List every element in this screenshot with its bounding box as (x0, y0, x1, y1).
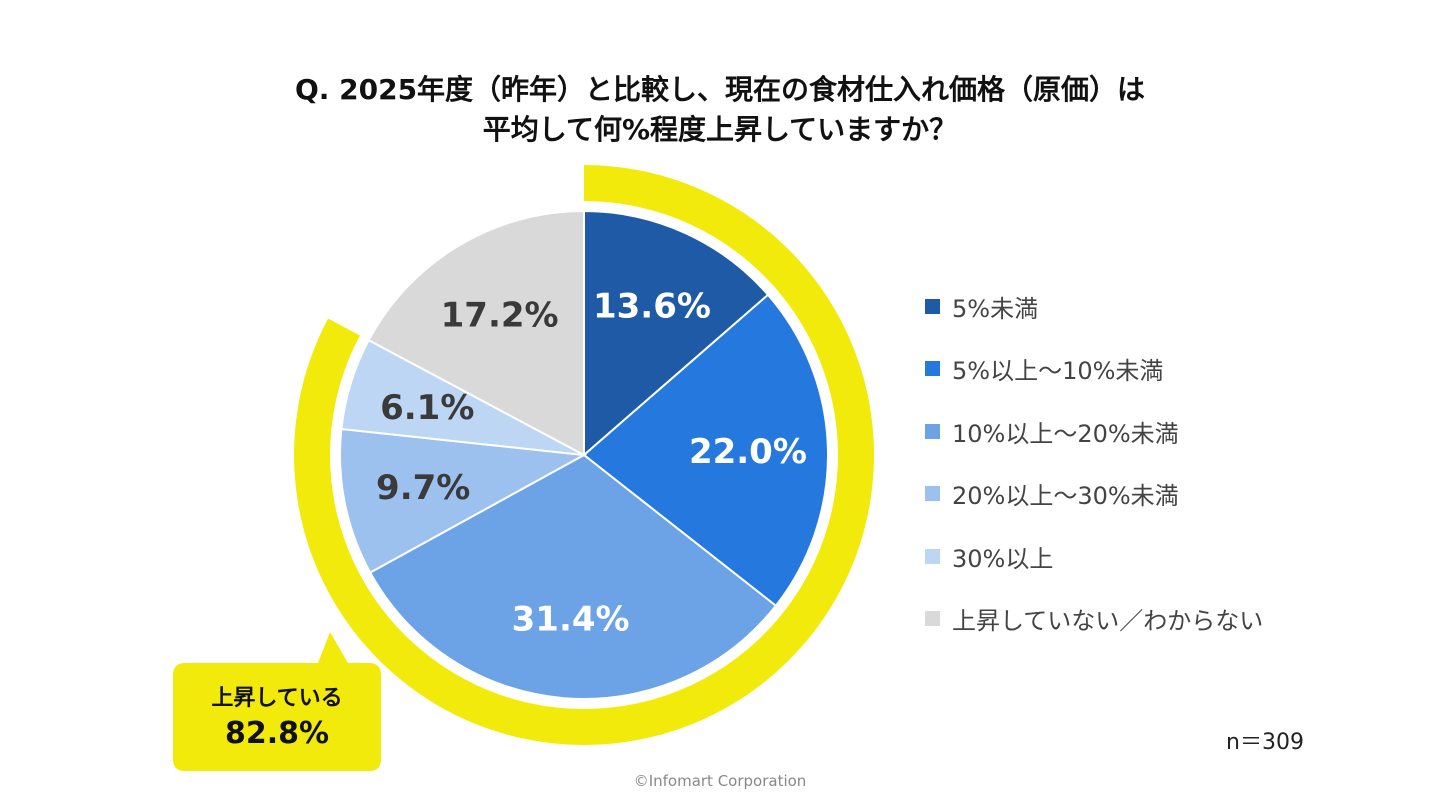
callout-value: 82.8% (225, 716, 329, 751)
legend: 5%未満 5%以上～10%未満 10%以上～20%未満 20%以上～30%未満 … (925, 275, 1263, 650)
legend-swatch (925, 548, 940, 564)
slice-value-label: 17.2% (441, 295, 559, 335)
legend-item: 30%以上 (925, 525, 1263, 588)
copyright-text: ©Infomart Corporation (633, 772, 807, 790)
legend-label: 上昇していない／わからない (952, 607, 1264, 636)
slice-value-label: 6.1% (380, 388, 474, 428)
legend-swatch (925, 298, 940, 314)
legend-swatch (925, 423, 940, 439)
pie-slice (582, 293, 829, 608)
legend-swatch (925, 611, 940, 627)
legend-swatch (925, 361, 940, 377)
legend-label: 10%以上～20%未満 (952, 419, 1179, 448)
legend-label: 20%以上～30%未満 (952, 482, 1179, 511)
slice-value-label: 22.0% (689, 432, 807, 472)
legend-label: 5%未満 (952, 294, 1039, 323)
legend-swatch (925, 486, 940, 502)
legend-item: 5%以上～10%未満 (925, 338, 1263, 401)
pie-slice (368, 453, 778, 700)
slice-value-label: 9.7% (376, 468, 470, 508)
chart-title-line2: 平均して何%程度上昇していますか？ (482, 113, 958, 146)
legend-item: 上昇していない／わからない (925, 588, 1263, 651)
pie-slice (583, 209, 770, 458)
callout-bubble (173, 632, 381, 771)
pie-slice (367, 209, 585, 457)
legend-item: 20%以上～30%未満 (925, 463, 1263, 526)
slice-value-label: 31.4% (512, 599, 630, 639)
legend-label: 5%以上～10%未満 (952, 357, 1164, 386)
legend-label: 30%以上 (952, 544, 1054, 573)
callout-label: 上昇している (211, 686, 342, 711)
legend-item: 10%以上～20%未満 (925, 400, 1263, 463)
slice-value-label: 13.6% (593, 287, 711, 327)
pie-slice (339, 427, 588, 574)
chart-title: Q. 2025年度（昨年）と比較し、現在の食材仕入れ価格（原価）は 平均して何%… (0, 70, 1440, 150)
legend-item: 5%未満 (925, 275, 1263, 338)
sample-size-label: n＝309 (1226, 730, 1304, 755)
chart-title-line1: Q. 2025年度（昨年）と比較し、現在の食材仕入れ価格（原価）は (294, 73, 1146, 106)
